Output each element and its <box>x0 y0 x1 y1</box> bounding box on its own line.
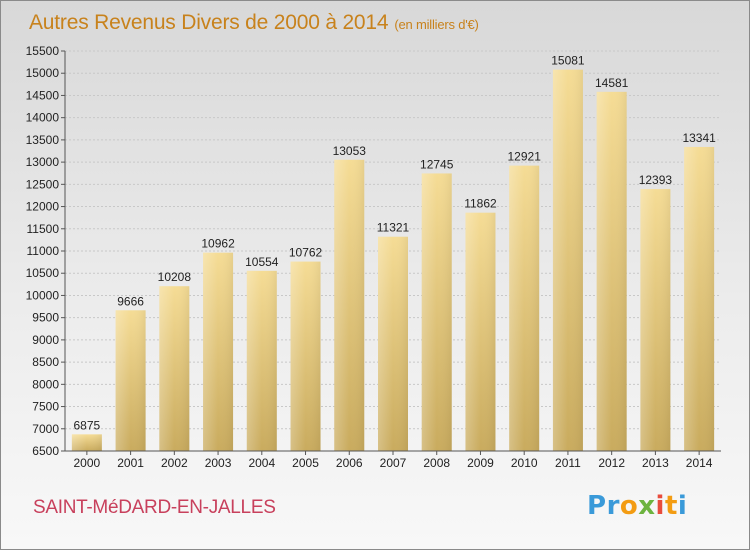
x-tick-label: 2010 <box>511 456 538 470</box>
x-tick-label: 2006 <box>336 456 363 470</box>
y-tick-label: 13000 <box>26 155 60 169</box>
y-tick-label: 14000 <box>26 111 60 125</box>
bars <box>71 69 715 452</box>
data-label: 11321 <box>377 221 410 235</box>
bar-shade <box>290 261 321 451</box>
y-tick-label: 7000 <box>32 422 59 436</box>
data-label: 10554 <box>245 255 279 269</box>
data-label: 6875 <box>74 418 101 432</box>
logo-letter: i <box>655 491 665 521</box>
y-tick-label: 13500 <box>26 133 60 147</box>
data-label: 10762 <box>289 246 323 260</box>
data-label: 12393 <box>639 173 673 187</box>
x-tick-label: 2012 <box>598 456 625 470</box>
y-tick-label: 7500 <box>32 400 59 414</box>
data-label: 9666 <box>117 294 144 308</box>
data-label: 13341 <box>682 131 716 145</box>
y-tick-label: 11000 <box>27 244 60 258</box>
y-tick-label: 8000 <box>32 377 59 391</box>
logo-letter: r <box>606 491 620 521</box>
x-tick-label: 2003 <box>205 456 232 470</box>
bar-shade <box>684 146 715 451</box>
bar-shade <box>421 173 452 451</box>
title-text: Autres Revenus Divers de 2000 à 2014 <box>29 11 389 34</box>
x-tick-label: 2007 <box>380 456 407 470</box>
x-tick-label: 2011 <box>555 456 581 470</box>
x-tick-label: 2009 <box>467 456 494 470</box>
y-tick-label: 14500 <box>26 88 60 102</box>
y-tick-label: 10500 <box>26 266 60 280</box>
bar-shade <box>334 159 365 451</box>
logo-letter: t <box>664 491 678 521</box>
logo-letter: o <box>619 491 639 521</box>
x-tick-label: 2000 <box>74 456 101 470</box>
x-tick-label: 2013 <box>642 456 669 470</box>
x-tick-label: 2002 <box>161 456 188 470</box>
logo-letter: P <box>587 491 607 521</box>
bar-shade <box>552 69 583 451</box>
title-unit: (en milliers d'€) <box>394 17 479 32</box>
data-label: 14581 <box>595 76 629 90</box>
city-name: SAINT-MéDARD-EN-JALLES <box>33 497 276 518</box>
y-tick-label: 15000 <box>26 66 60 80</box>
bar-shade <box>71 434 102 451</box>
y-tick-label: 12500 <box>26 177 60 191</box>
x-tick-label: 2014 <box>686 456 713 470</box>
bar-shade <box>159 286 190 451</box>
bar-shade <box>246 270 277 451</box>
axes: 6500 7000 7500 8000 8500 9000 9500 10000 10500 11… <box>26 44 721 470</box>
bar-shade <box>378 236 408 451</box>
data-label: 12745 <box>420 157 454 171</box>
y-tick-label: 12000 <box>26 200 60 214</box>
y-tick-label: 9000 <box>32 333 59 347</box>
bar-shade <box>596 91 627 451</box>
y-tick-label: 10000 <box>26 288 60 302</box>
y-tick-label: 11500 <box>27 222 60 236</box>
x-tick-label: 2004 <box>248 456 275 470</box>
chart-title: Autres Revenus Divers de 2000 à 2014 (en … <box>29 11 479 35</box>
bar-shade <box>640 189 671 452</box>
x-tick-label: 2001 <box>117 456 144 470</box>
data-label: 13053 <box>333 144 367 158</box>
data-label: 11862 <box>464 197 497 211</box>
data-label: 12921 <box>508 150 542 164</box>
bar-shade <box>465 212 496 451</box>
y-tick-label: 6500 <box>32 444 59 458</box>
data-label: 15081 <box>551 54 585 68</box>
bar-shade <box>115 310 146 451</box>
data-label: 10962 <box>201 237 235 251</box>
y-tick-label: 9500 <box>32 311 59 325</box>
proxiti-logo: Proxiti <box>587 491 687 521</box>
bar-shade <box>509 165 540 451</box>
data-label: 10208 <box>158 270 192 284</box>
logo-letter: x <box>638 491 656 521</box>
y-tick-label: 15500 <box>26 44 60 58</box>
bar-shade <box>203 252 234 451</box>
logo-letter: i <box>677 491 688 521</box>
x-tick-label: 2005 <box>292 456 319 470</box>
y-tick-label: 8500 <box>32 355 59 369</box>
data-labels: 6875 9666 10208 10962 10554 10762 13053 11321 12… <box>74 54 717 433</box>
x-tick-label: 2008 <box>423 456 450 470</box>
